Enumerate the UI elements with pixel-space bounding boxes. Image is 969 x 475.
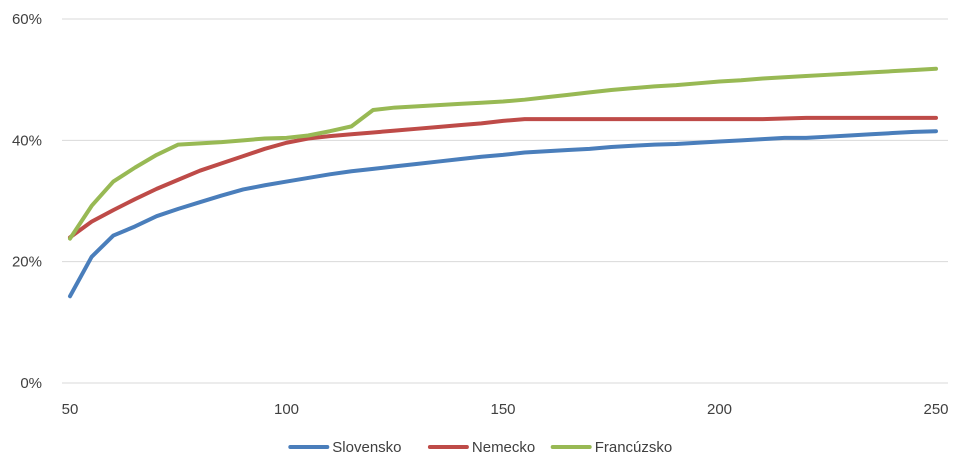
legend: Slovensko Nemecko Francúzsko [288, 439, 673, 456]
x-tick-label: 250 [923, 401, 948, 418]
y-tick-label: 60% [12, 11, 42, 28]
legend-label: Slovensko [332, 439, 401, 456]
x-tick-label: 150 [490, 401, 515, 418]
series-layer [68, 66, 938, 299]
y-tick-label: 0% [20, 375, 42, 392]
x-tick-label: 50 [62, 401, 79, 418]
axis-layer: 0% 20% 40% 60% 50 100 150 200 250 [12, 11, 949, 418]
series-line-2 [68, 66, 938, 241]
series-line-0 [68, 129, 938, 299]
series-line-1 [68, 115, 938, 240]
y-tick-label: 40% [12, 132, 42, 149]
legend-label: Francúzsko [595, 439, 673, 456]
x-tick-label: 200 [707, 401, 732, 418]
x-tick-label: 100 [274, 401, 299, 418]
legend-label: Nemecko [472, 439, 535, 456]
y-tick-label: 20% [12, 254, 42, 271]
grid-layer [62, 18, 948, 384]
